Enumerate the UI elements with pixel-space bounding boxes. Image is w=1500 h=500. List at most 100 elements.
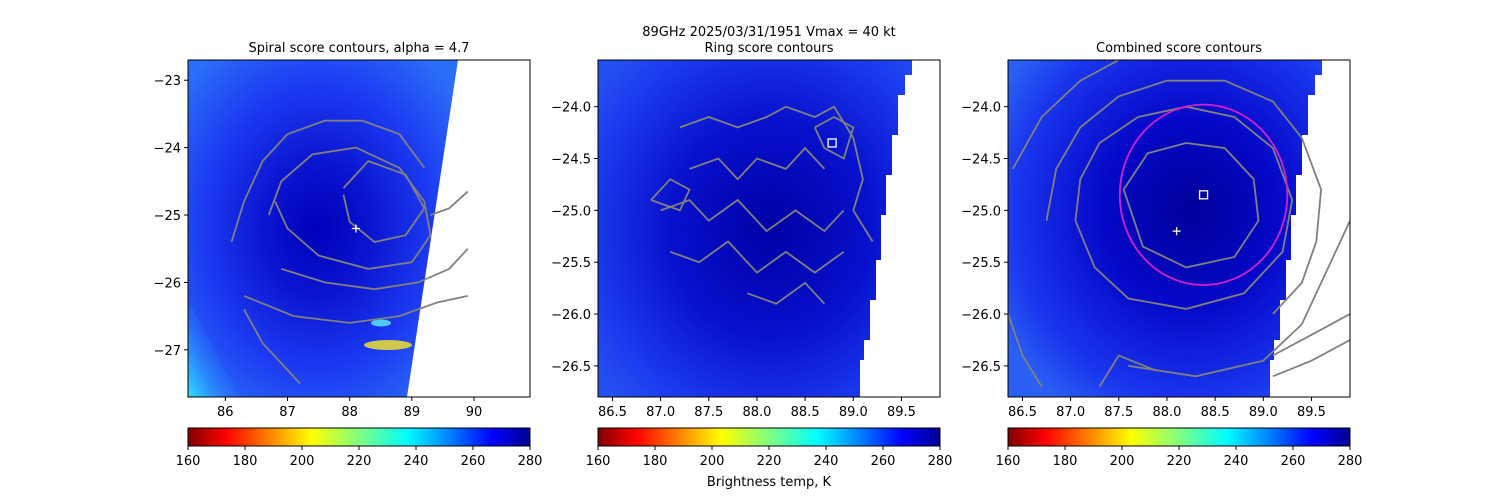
x-tick-label: 87.0 (646, 405, 675, 420)
colorbar-tick-label: 160 (586, 454, 611, 469)
y-tick-label: −26.5 (551, 360, 591, 375)
contour-line-2-4 (1128, 220, 1350, 378)
colorbar-tick-label: 260 (1281, 454, 1306, 469)
colorbar-0 (187, 427, 531, 447)
contour-line-1-4 (746, 281, 826, 305)
colorbar-tick-label: 260 (871, 454, 896, 469)
panel-spiral-title: Spiral score contours, alpha = 4.7 (248, 41, 469, 56)
x-tick-label: 86.5 (1008, 405, 1037, 420)
x-tick-label: 86 (217, 405, 234, 420)
x-tick-label: 89.0 (839, 405, 868, 420)
contour-line-0-3 (281, 248, 469, 291)
contour-line-2-7 (1008, 313, 1043, 388)
contour-line-0-0 (230, 119, 426, 243)
y-tick-label: −27 (154, 344, 181, 359)
contour-line-2-6 (1272, 339, 1350, 378)
colorbar-tick-label: 200 (290, 454, 315, 469)
colorbar-tick-label: 180 (1053, 454, 1078, 469)
figure-suptitle: 89GHz 2025/03/31/1951 Vmax = 40 kt (642, 25, 896, 40)
colorbar-tick-label: 180 (233, 454, 258, 469)
colorbar-tick-label: 180 (643, 454, 668, 469)
colorbar-tick-label: 240 (814, 454, 839, 469)
colorbar-tick-label: 280 (1338, 454, 1363, 469)
contour-line-0-4 (243, 295, 468, 324)
colorbar-tick-label: 220 (757, 454, 782, 469)
y-tick-label: −25.0 (551, 204, 591, 219)
y-tick-label: −26.0 (961, 308, 1001, 323)
contour-line-0-5 (430, 190, 469, 216)
contour-line-2-1 (1045, 79, 1323, 315)
contour-line-2-0 (1012, 60, 1120, 170)
x-tick-label: 88.0 (1152, 405, 1181, 420)
contour-line-0-1 (267, 146, 432, 270)
spiral-cold-corner (188, 300, 240, 397)
x-tick-label: 89 (404, 405, 421, 420)
panel-spiral: Spiral score contours, alpha = 4.7 86 87 8… (154, 41, 531, 420)
ring-center-marker (1198, 190, 1209, 200)
colorbar-tick-label: 240 (404, 454, 429, 469)
contour-line-2-3 (1122, 142, 1260, 269)
x-tick-label: 88.5 (1201, 405, 1230, 420)
panel-ring-title-line2: Ring score contours (704, 41, 833, 56)
combined-swath (1008, 60, 1322, 397)
colorbar-tick-label: 280 (928, 454, 953, 469)
y-tick-label: −26.0 (551, 308, 591, 323)
ring-swath (598, 60, 912, 397)
ring-fit-circle (1118, 103, 1289, 286)
colorbar-2 (1007, 427, 1351, 447)
colorbar-tick-label: 260 (461, 454, 486, 469)
storm-center-marker (1172, 227, 1181, 236)
contour-line-1-0 (679, 105, 874, 242)
colorbar-1 (597, 427, 941, 447)
contour-line-1-3 (669, 240, 845, 274)
contour-line-1-6 (813, 115, 855, 160)
colorbar-tick-label: 280 (518, 454, 543, 469)
x-tick-label: 87 (279, 405, 296, 420)
x-tick-label: 89.5 (1297, 405, 1326, 420)
x-tick-label: 89.5 (887, 405, 916, 420)
contour-line-1-5 (650, 178, 691, 212)
contour-line-2-5 (1272, 313, 1350, 357)
x-tick-label: 89.0 (1249, 405, 1278, 420)
colorbar-tick-label: 240 (1224, 454, 1249, 469)
y-tick-label: −23 (154, 74, 181, 89)
colorbar-tick-label: 200 (700, 454, 725, 469)
y-tick-label: −26.5 (961, 360, 1001, 375)
colorbar-tick-label: 220 (347, 454, 372, 469)
panel-combined-frame (1007, 59, 1351, 398)
colorbar-tick-label: 200 (1110, 454, 1135, 469)
y-tick-label: −25.5 (961, 256, 1001, 271)
panel-ring-frame (597, 59, 941, 398)
panel-spiral-frame (187, 59, 531, 398)
x-tick-label: 86.5 (598, 405, 627, 420)
contour-line-0-6 (243, 308, 301, 385)
panel-ring: Ring score contours 86.5 87.0 87.5 88.0 88.5… (551, 41, 941, 420)
panel-combined-title: Combined score contours (1096, 41, 1262, 56)
colorbar-tick-label: 220 (1167, 454, 1192, 469)
y-tick-label: −26 (154, 276, 181, 291)
y-tick-label: −24.5 (551, 153, 591, 168)
x-tick-label: 87.0 (1056, 405, 1085, 420)
colorbar-label: Brightness temp, K (707, 475, 832, 490)
contour-line-1-1 (689, 146, 826, 181)
storm-center-marker (351, 224, 360, 233)
y-tick-label: −25.5 (551, 256, 591, 271)
contour-line-2-8 (1098, 354, 1158, 388)
x-tick-label: 87.5 (694, 405, 723, 420)
y-tick-label: −25.0 (961, 204, 1001, 219)
y-tick-label: −24.0 (551, 101, 591, 116)
contour-line-2-2 (1074, 105, 1294, 310)
contour-line-0-2 (342, 160, 426, 243)
y-tick-label: −24.0 (961, 101, 1001, 116)
x-tick-label: 88.5 (791, 405, 820, 420)
spiral-swath (188, 60, 458, 397)
y-tick-label: −24.5 (961, 153, 1001, 168)
spiral-warm-streak-2 (371, 319, 391, 327)
y-tick-label: −24 (154, 142, 181, 157)
colorbar-tick-label: 160 (176, 454, 201, 469)
panel-combined: Combined score contours 86.5 87.0 87.5 88.0… (961, 41, 1351, 420)
colorbar-tick-label: 160 (996, 454, 1021, 469)
ring-center-marker (827, 138, 837, 148)
x-tick-label: 87.5 (1104, 405, 1133, 420)
